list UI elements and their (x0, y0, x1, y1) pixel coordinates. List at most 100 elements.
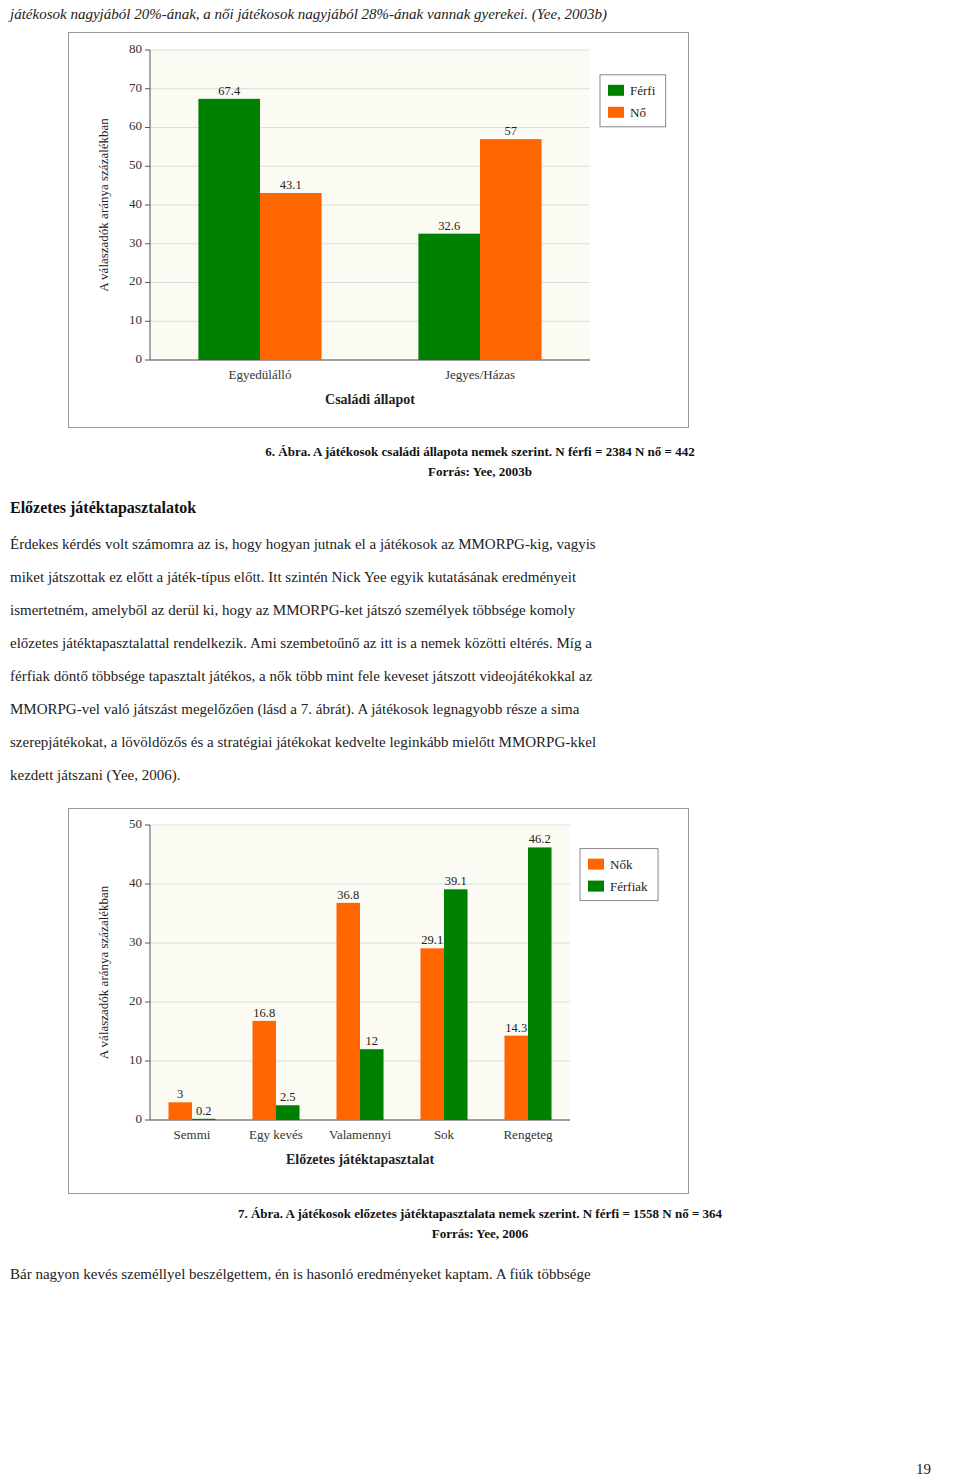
page-number: 19 (916, 1461, 931, 1477)
data-label: 16.8 (253, 1006, 275, 1020)
data-label: 36.8 (337, 888, 359, 902)
tick-label: Egy kevés (249, 1127, 303, 1142)
tick-mark (145, 1002, 150, 1003)
page-text: játékosok nagyjából 20%-ának, a női játé… (8, 6, 931, 1477)
body-line: kezdett játszani (Yee, 2006). (10, 767, 181, 784)
data-labels: 316.836.829.114.30.22.51239.146.2 (177, 832, 551, 1117)
caption-title: 6. Ábra. A játékosok családi állapota ne… (265, 444, 694, 459)
bar (504, 1036, 528, 1120)
tick-mark (145, 360, 150, 361)
tick-label: 50 (129, 157, 142, 172)
legend-swatch (588, 881, 604, 892)
tick-mark (145, 127, 150, 128)
bar (420, 948, 444, 1120)
tick-mark (145, 1120, 150, 1121)
x-axis-title: Családi állapot (325, 392, 415, 407)
tick-label: 10 (129, 1052, 142, 1067)
y-axis-title: A válaszadók aránya százalékban (96, 885, 111, 1059)
data-label: 0.2 (196, 1104, 212, 1118)
bars (168, 847, 551, 1120)
x-axis: SemmiEgy kevésValamennyiSokRengeteg (174, 1127, 553, 1142)
data-label: 32.6 (438, 219, 460, 233)
data-label: 14.3 (505, 1021, 527, 1035)
caption-subtitle: Forrás: Yee, 2006 (432, 1226, 529, 1241)
body-line: MMORPG-vel való játszást megelőzően (lás… (10, 701, 580, 718)
legend-label: Nők (610, 857, 633, 872)
data-label: 57 (505, 124, 518, 138)
plot-area (150, 50, 590, 360)
y-axis-title: A válaszadók aránya százalékban (96, 118, 111, 292)
data-label: 39.1 (445, 874, 467, 888)
chart: 01020304050607080EgyedülállóJegyes/Házas… (69, 33, 689, 428)
body-line: előzetes játéktapasztalattal rendelkezik… (10, 635, 592, 651)
tick-label: 40 (129, 875, 142, 890)
bar (480, 139, 542, 360)
tick-mark (145, 88, 150, 89)
tick-label: 50 (129, 816, 142, 831)
tick-label: 60 (129, 118, 142, 133)
tick-mark (145, 282, 150, 283)
tick-label: 30 (129, 934, 142, 949)
tick-label: Jegyes/Házas (445, 367, 515, 382)
data-label: 43.1 (280, 178, 302, 192)
y-axis: 01020304050 (129, 816, 570, 1126)
data-labels: 67.4 32.6 43.1 57 (218, 84, 517, 233)
bar (276, 1105, 300, 1120)
legend-box (600, 75, 666, 127)
bar (198, 99, 260, 360)
bars (198, 99, 541, 360)
tick-label: 0 (136, 1111, 143, 1126)
tick-label: 70 (129, 80, 142, 95)
data-label: 46.2 (529, 832, 551, 846)
chart-frame (69, 809, 689, 1194)
y-axis-line (150, 825, 151, 1120)
caption: 7. Ábra. A játékosok előzetes játéktapas… (238, 1206, 723, 1241)
tick-mark (145, 50, 150, 51)
bar (260, 193, 322, 360)
bar (444, 889, 468, 1120)
tick-mark (145, 943, 150, 944)
tick-label: Rengeteg (503, 1127, 553, 1142)
caption-subtitle: Forrás: Yee, 2003b (428, 464, 532, 479)
grid-line (150, 884, 570, 885)
plot-area (150, 825, 570, 1120)
body-line: szerepjátékokat, a lövöldözős és a strat… (10, 734, 596, 750)
bar (528, 847, 552, 1120)
tick-label: 30 (129, 235, 142, 250)
tick-mark (145, 205, 150, 206)
body-line: férfiak döntő többsége tapasztalt játéko… (10, 668, 593, 684)
y-axis-line (150, 50, 151, 360)
data-label: 3 (177, 1087, 183, 1101)
tick-label: Valamennyi (329, 1127, 391, 1142)
x-axis-title: Előzetes játéktapasztalat (286, 1152, 434, 1167)
data-label: 29.1 (421, 933, 443, 947)
chart: 01020304050SemmiEgy kevésValamennyiSokRe… (69, 809, 689, 1194)
tick-label: Semmi (174, 1127, 211, 1142)
section-title: Előzetes játéktapasztalatok (10, 499, 196, 517)
tick-label: 80 (129, 41, 142, 56)
legend-swatch (608, 107, 624, 118)
tick-mark (145, 1061, 150, 1062)
legend-swatch (588, 859, 604, 870)
legend: Nők Férfiak (580, 849, 658, 901)
chart-frame (69, 33, 689, 428)
bar (336, 903, 360, 1120)
body-line: Érdekes kérdés volt számomra az is, hogy… (10, 536, 596, 552)
tick-mark (145, 825, 150, 826)
data-label: 2.5 (280, 1090, 296, 1104)
bar (360, 1049, 384, 1120)
legend-swatch (608, 85, 624, 96)
legend-label: Férfiak (610, 879, 648, 894)
body-line: ismertetném, amelyből az derül ki, hogy … (10, 602, 576, 618)
tick-label: 0 (136, 351, 143, 366)
grid-line (150, 88, 590, 89)
page: játékosok nagyjából 20%-ának, a női játé… (0, 0, 960, 1482)
legend: FérfiNő (600, 75, 666, 127)
data-label: 67.4 (218, 84, 241, 98)
legend-box (580, 849, 658, 901)
bar (418, 234, 480, 360)
grid-line (150, 50, 590, 51)
body-line: miket játszottak ez előtt a játék-típus … (10, 569, 577, 585)
tick-mark (145, 884, 150, 885)
caption: 6. Ábra. A játékosok családi állapota ne… (265, 444, 694, 479)
